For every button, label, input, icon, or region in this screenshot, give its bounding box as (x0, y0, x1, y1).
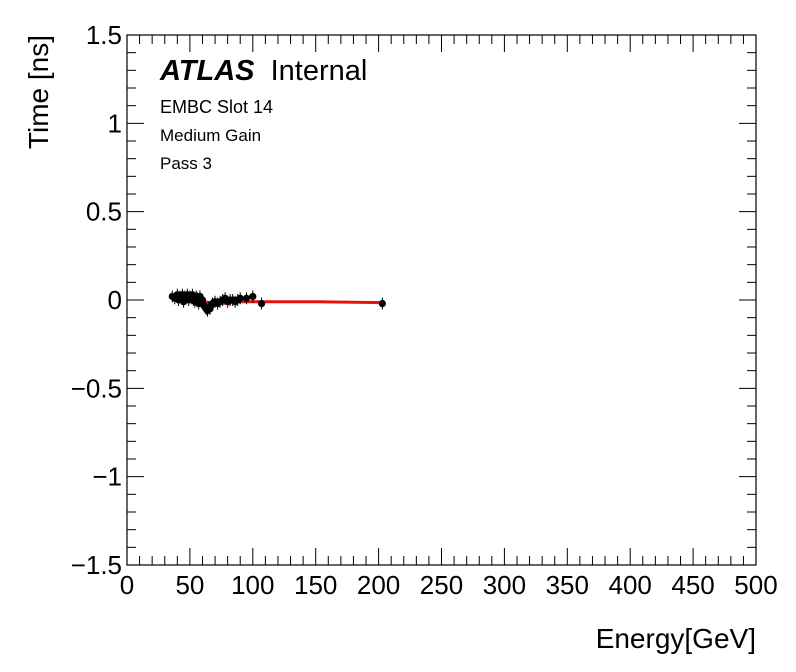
points-layer (168, 288, 386, 317)
annotation-line-3: Pass 3 (160, 154, 212, 173)
y-tick-label: 0 (108, 285, 122, 315)
data-point (236, 294, 244, 302)
y-tick-label: −0.5 (71, 373, 122, 403)
data-point (258, 299, 266, 308)
data-point (242, 294, 251, 302)
y-tick-label: −1.5 (71, 550, 122, 580)
atlas-suffix: Internal (271, 55, 368, 87)
data-point (249, 292, 257, 301)
atlas-label: ATLAS Internal (159, 55, 367, 87)
x-tick-label: 500 (734, 570, 777, 600)
x-tick-label: 350 (546, 570, 589, 600)
y-tick-label: 1.5 (86, 20, 122, 50)
x-tick-label: 400 (609, 570, 652, 600)
x-tick-label: 50 (175, 570, 204, 600)
annotation-line-1: EMBC Slot 14 (160, 97, 273, 117)
y-tick-label: −1 (92, 462, 122, 492)
ticks (126, 34, 757, 566)
x-tick-label: 150 (294, 570, 337, 600)
y-axis-label: Time [ns] (23, 35, 54, 149)
x-tick-label: 250 (420, 570, 463, 600)
y-tick-label: 1 (108, 108, 122, 138)
x-tick-label: 300 (483, 570, 526, 600)
data-point (378, 299, 386, 308)
tick-labels: 0 50 100 150 200 250 300 350 400 450 500 1.5 1 0.5 0 −0… (71, 20, 778, 600)
annotation-line-2: Medium Gain (160, 126, 261, 145)
x-axis-label: Energy[GeV] (596, 623, 756, 654)
y-tick-label: 0.5 (86, 197, 122, 227)
x-tick-label: 450 (671, 570, 714, 600)
x-tick-label: 0 (120, 570, 134, 600)
x-tick-label: 100 (231, 570, 274, 600)
x-tick-label: 200 (357, 570, 400, 600)
atlas-word: ATLAS (159, 55, 255, 87)
